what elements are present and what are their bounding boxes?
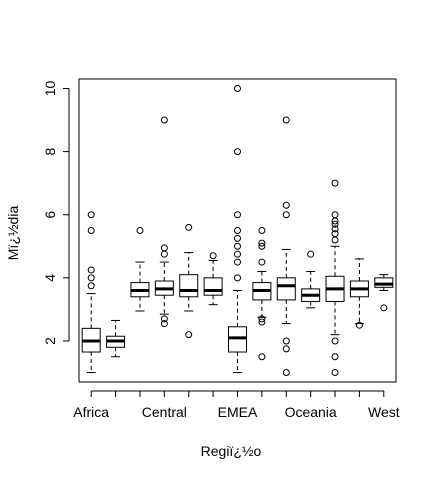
outlier-point: [209, 252, 217, 260]
x-tick-label: Africa: [73, 404, 109, 420]
outlier-point: [234, 211, 241, 219]
x-tick-label: Oceania: [285, 404, 337, 420]
y-tick-label: 10: [42, 80, 58, 96]
outlier-point: [282, 345, 290, 353]
outlier-point: [234, 84, 241, 92]
outlier-point: [331, 236, 339, 244]
outlier-point: [331, 179, 339, 187]
outlier-point: [234, 274, 241, 282]
x-axis: Africa Central EMEA Oceania West: [73, 390, 400, 420]
box-group: [154, 116, 174, 328]
plot-frame: [78, 78, 397, 383]
x-tick-label: West: [368, 404, 400, 420]
y-axis-title: Mï¿½dia: [5, 206, 21, 261]
box-group: [228, 84, 247, 374]
outlier-point: [160, 116, 168, 124]
outlier-point: [258, 318, 266, 326]
x-tick-label: Central: [142, 404, 187, 420]
outlier-point: [331, 353, 339, 361]
x-tick-label: EMEA: [218, 404, 258, 420]
outlier-point: [234, 234, 241, 242]
outlier-point: [87, 227, 95, 234]
box-group: [252, 227, 272, 361]
outlier-point: [331, 211, 339, 219]
y-axis: 2 4 6 8 10: [42, 80, 70, 345]
box-group: [130, 227, 150, 312]
y-tick-label: 4: [42, 274, 58, 282]
box-group: [374, 274, 394, 312]
outlier-point: [331, 225, 339, 233]
box: [374, 277, 394, 288]
outlier-point: [331, 369, 339, 377]
box: [203, 277, 223, 296]
outlier-point: [331, 337, 339, 345]
outlier-point: [185, 223, 193, 231]
outlier-point: [234, 258, 241, 266]
outlier-point: [282, 369, 290, 377]
box-group: [81, 211, 101, 374]
y-tick-label: 2: [42, 337, 58, 345]
box-group: [349, 258, 369, 329]
x-axis-title: Regiï¿½o: [201, 443, 262, 459]
box-group: [203, 252, 223, 306]
box-group: [106, 319, 126, 358]
box-group: [276, 116, 296, 377]
outlier-point: [160, 244, 168, 252]
outlier-point: [234, 148, 241, 156]
outlier-point: [282, 201, 290, 209]
outlier-point: [87, 274, 95, 282]
outlier-point: [185, 331, 193, 339]
box-group: [325, 179, 345, 377]
y-tick-label: 8: [42, 147, 58, 155]
box: [228, 326, 247, 353]
plot-area: [78, 78, 397, 383]
outlier-point: [160, 320, 168, 328]
outlier-point: [87, 266, 95, 274]
box-group: [179, 223, 199, 339]
outlier-point: [160, 315, 168, 323]
outlier-point: [380, 304, 388, 312]
outlier-point: [355, 321, 363, 329]
outlier-point: [87, 211, 95, 219]
outlier-point: [258, 315, 266, 323]
outlier-point: [331, 220, 339, 228]
y-tick-label: 6: [42, 211, 58, 219]
outlier-point: [234, 227, 241, 234]
outlier-point: [258, 227, 266, 234]
outlier-point: [87, 282, 95, 290]
outlier-point: [258, 239, 266, 247]
outlier-point: [307, 250, 315, 258]
box: [276, 277, 296, 301]
box-group: [301, 250, 321, 309]
outlier-point: [258, 242, 266, 250]
outlier-point: [282, 116, 290, 124]
outlier-point: [258, 258, 266, 266]
outlier-point: [136, 227, 144, 234]
box: [179, 274, 199, 298]
outlier-point: [258, 353, 266, 361]
outlier-point: [160, 250, 168, 258]
outlier-point: [282, 211, 290, 219]
outlier-point: [282, 337, 290, 345]
outlier-point: [331, 230, 339, 238]
outlier-point: [234, 250, 241, 258]
outlier-point: [234, 242, 241, 250]
